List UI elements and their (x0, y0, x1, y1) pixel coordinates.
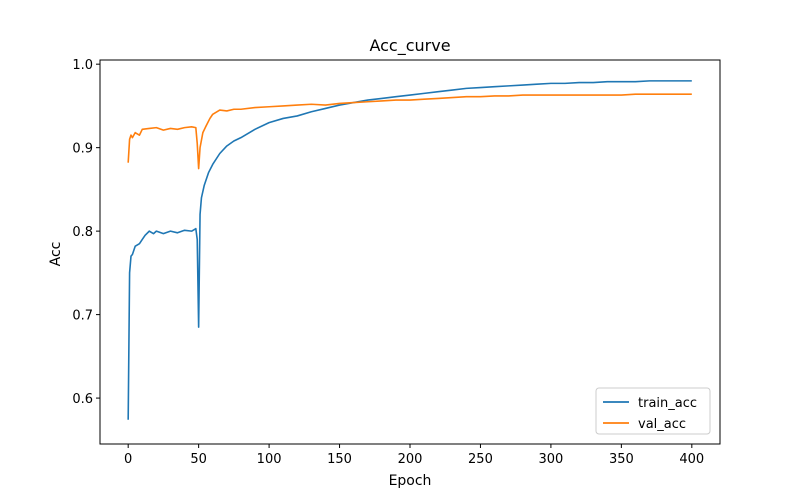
x-tick-label: 100 (257, 452, 282, 467)
y-tick-label: 0.6 (72, 392, 93, 407)
x-axis-label: Epoch (389, 473, 432, 489)
x-tick-label: 350 (609, 452, 634, 467)
series-line-val_acc (127, 93, 692, 170)
x-tick-label: 50 (190, 452, 207, 467)
x-tick-label: 250 (468, 452, 493, 467)
chart-title: Acc_curve (369, 36, 450, 56)
legend-label-val_acc: val_acc (638, 417, 686, 432)
legend-label-train_acc: train_acc (638, 396, 697, 411)
x-tick-label: 400 (679, 452, 704, 467)
plot-area: 0 50 100 150 200 250 300 350 400 0.6 0.7 0.8 0.9 1.0 (72, 58, 721, 467)
y-tick-label: 1.0 (72, 58, 93, 73)
x-tick-label: 150 (327, 452, 352, 467)
y-tick-label: 0.8 (72, 225, 93, 240)
series-line-train_acc (127, 80, 692, 420)
legend: train_acc val_acc (595, 387, 711, 435)
x-tick-label: 300 (538, 452, 563, 467)
y-tick-label: 0.7 (72, 309, 93, 324)
y-axis-label: Acc (48, 242, 64, 267)
x-tick-label: 0 (124, 452, 132, 467)
x-tick-label: 200 (398, 452, 423, 467)
y-tick-label: 0.9 (72, 142, 93, 157)
